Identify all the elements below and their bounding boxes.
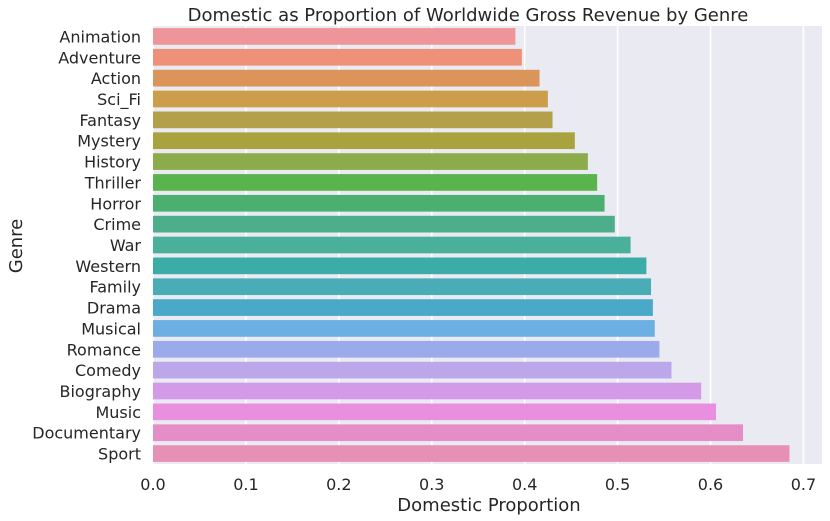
- bar-war: [153, 236, 631, 254]
- y-tick-label: Adventure: [58, 48, 141, 67]
- bar-western: [153, 257, 647, 275]
- x-tick-label: 0.0: [140, 475, 165, 494]
- bar-sci-fi: [153, 90, 548, 108]
- bar-animation: [153, 28, 516, 45]
- x-tick-label: 0.5: [605, 475, 630, 494]
- chart-title: Domestic as Proportion of Worldwide Gros…: [188, 5, 749, 26]
- bar-mystery: [153, 132, 575, 150]
- y-tick-label: Thriller: [84, 173, 142, 192]
- bar-action: [153, 69, 540, 87]
- y-tick-label: Documentary: [32, 424, 141, 443]
- x-tick-label: 0.2: [326, 475, 351, 494]
- y-tick-label: Family: [90, 278, 141, 297]
- bar-fantasy: [153, 111, 553, 129]
- bars: [153, 28, 790, 462]
- x-tick-label: 0.7: [791, 475, 816, 494]
- bar-musical: [153, 320, 655, 337]
- y-tick-label: Sci_Fi: [97, 90, 141, 110]
- x-tick-label: 0.3: [419, 475, 444, 494]
- y-tick-label: Mystery: [77, 132, 141, 151]
- bar-romance: [153, 340, 660, 358]
- x-tick-label: 0.1: [233, 475, 258, 494]
- x-tick-label: 0.4: [512, 475, 537, 494]
- y-tick-label: Western: [75, 257, 141, 276]
- y-tick-label: Comedy: [75, 361, 141, 380]
- y-tick-label: Animation: [59, 27, 141, 46]
- y-tick-label: Romance: [67, 340, 141, 359]
- bar-documentary: [153, 424, 744, 442]
- y-tick-label: Musical: [81, 319, 141, 338]
- bar-drama: [153, 299, 653, 316]
- y-tick-label: Biography: [59, 382, 141, 401]
- bar-crime: [153, 215, 615, 233]
- x-tick-labels: 0.0 0.1 0.2 0.3 0.4 0.5 0.6 0.7: [140, 475, 816, 494]
- y-tick-label: History: [84, 153, 141, 172]
- y-tick-label: Action: [91, 69, 141, 88]
- bar-sport: [153, 445, 790, 462]
- bar-thriller: [153, 174, 598, 191]
- y-tick-label: Fantasy: [79, 111, 141, 130]
- bar-adventure: [153, 48, 522, 66]
- y-axis-label: Genre: [6, 219, 27, 274]
- y-tick-label: Music: [95, 403, 141, 422]
- x-tick-label: 0.6: [698, 475, 723, 494]
- y-tick-label: Horror: [90, 194, 141, 213]
- y-tick-label: Crime: [93, 215, 141, 234]
- bar-music: [153, 403, 717, 421]
- bar-history: [153, 153, 588, 170]
- bar-biography: [153, 382, 702, 400]
- bar-family: [153, 278, 652, 296]
- bar-comedy: [153, 361, 672, 379]
- y-tick-label: Drama: [87, 299, 141, 318]
- y-tick-label: Sport: [98, 445, 141, 464]
- x-axis-label: Domestic Proportion: [397, 495, 580, 516]
- bar-horror: [153, 194, 605, 212]
- y-tick-label: War: [110, 236, 142, 255]
